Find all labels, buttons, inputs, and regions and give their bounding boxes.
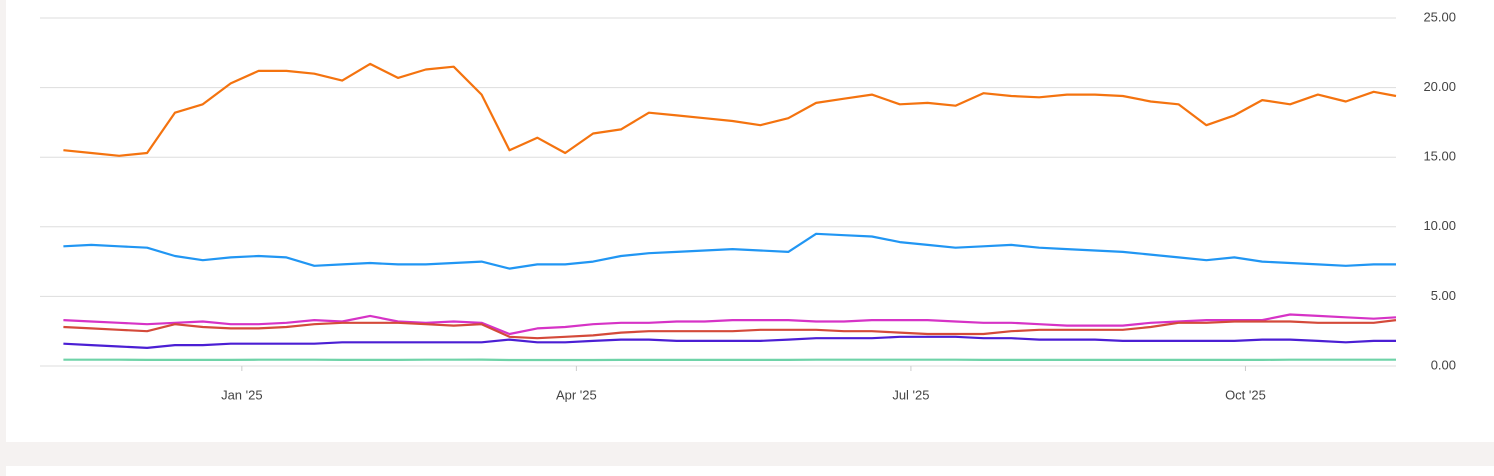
x-tick-label: Jul '25 <box>892 387 929 402</box>
y-tick-label: 10.00 <box>1423 218 1456 233</box>
y-tick-label: 15.00 <box>1423 149 1456 164</box>
chart: 0.00 5.00 10.00 15.00 20.00 25.00 Jan '25 Apr '… <box>40 9 1456 402</box>
next-panel <box>6 466 1494 476</box>
series-line <box>63 232 1396 270</box>
y-tick-label: 5.00 <box>1431 288 1456 303</box>
x-tick-label: Oct '25 <box>1225 387 1266 402</box>
series-line <box>63 319 1397 340</box>
x-tick-label: Jan '25 <box>221 387 263 402</box>
x-tick-label: Apr '25 <box>556 387 597 402</box>
y-tick-label: 20.00 <box>1423 79 1456 94</box>
series-line <box>63 335 1396 349</box>
series-line <box>63 62 1397 157</box>
y-tick-label: 25.00 <box>1423 9 1456 24</box>
y-tick-label: 0.00 <box>1431 357 1456 372</box>
series-line <box>63 313 1397 336</box>
